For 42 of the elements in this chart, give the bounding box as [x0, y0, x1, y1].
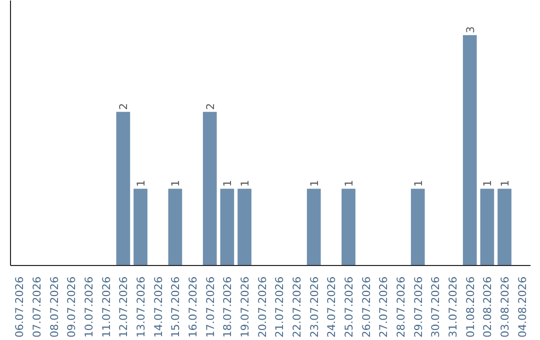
data-label: 1	[308, 180, 321, 187]
x-tick-label: 29.07.2026	[412, 276, 425, 338]
x-tick-label: 12.07.2026	[117, 276, 130, 338]
data-label: 1	[481, 180, 494, 187]
data-label: 1	[221, 180, 234, 187]
x-tick-label: 13.07.2026	[134, 276, 148, 338]
data-label: 2	[204, 103, 217, 110]
x-tick-label: 23.07.2026	[308, 276, 321, 338]
x-tick-label: 21.07.2026	[273, 276, 286, 338]
x-tick-label: 09.07.2026	[65, 276, 78, 338]
x-tick-label: 30.07.2026	[429, 276, 442, 338]
x-tick-label: 01.08.2026	[464, 276, 477, 338]
x-tick-label: 19.07.2026	[238, 276, 252, 338]
x-tick-label: 06.07.2026	[13, 276, 26, 338]
x-tick-label: 26.07.2026	[360, 276, 373, 338]
data-label: 2	[117, 103, 130, 110]
x-tick-label: 02.08.2026	[481, 276, 494, 338]
x-tick-label: 14.07.2026	[152, 276, 165, 338]
x-tick-label: 22.07.2026	[290, 276, 304, 338]
data-label: 1	[169, 180, 182, 187]
data-label: 3	[464, 26, 477, 34]
x-tick-label: 20.07.2026	[256, 276, 269, 338]
x-tick-label: 28.07.2026	[394, 276, 408, 338]
data-label: 1	[412, 180, 425, 187]
data-label: 1	[498, 180, 512, 187]
data-label: 1	[342, 180, 356, 187]
x-tick-label: 18.07.2026	[221, 276, 234, 338]
x-tick-label: 25.07.2026	[342, 276, 356, 338]
x-tick-label: 24.07.2026	[325, 276, 338, 338]
x-tick-label: 03.08.2026	[498, 276, 512, 338]
data-label: 1	[134, 180, 148, 187]
x-tick-label: 10.07.2026	[82, 276, 96, 338]
x-tick-label: 08.07.2026	[48, 276, 61, 338]
x-tick-label: 11.07.2026	[100, 276, 113, 338]
x-tick-label: 15.07.2026	[169, 276, 182, 338]
x-tick-label: 04.08.2026	[516, 276, 529, 338]
x-tick-label: 07.07.2026	[30, 276, 44, 338]
x-tick-label: 27.07.2026	[377, 276, 390, 338]
x-tick-label: 16.07.2026	[186, 276, 200, 338]
x-tick-label: 17.07.2026	[204, 276, 217, 338]
x-tick-label: 31.07.2026	[446, 276, 460, 338]
data-label: 1	[238, 180, 252, 187]
